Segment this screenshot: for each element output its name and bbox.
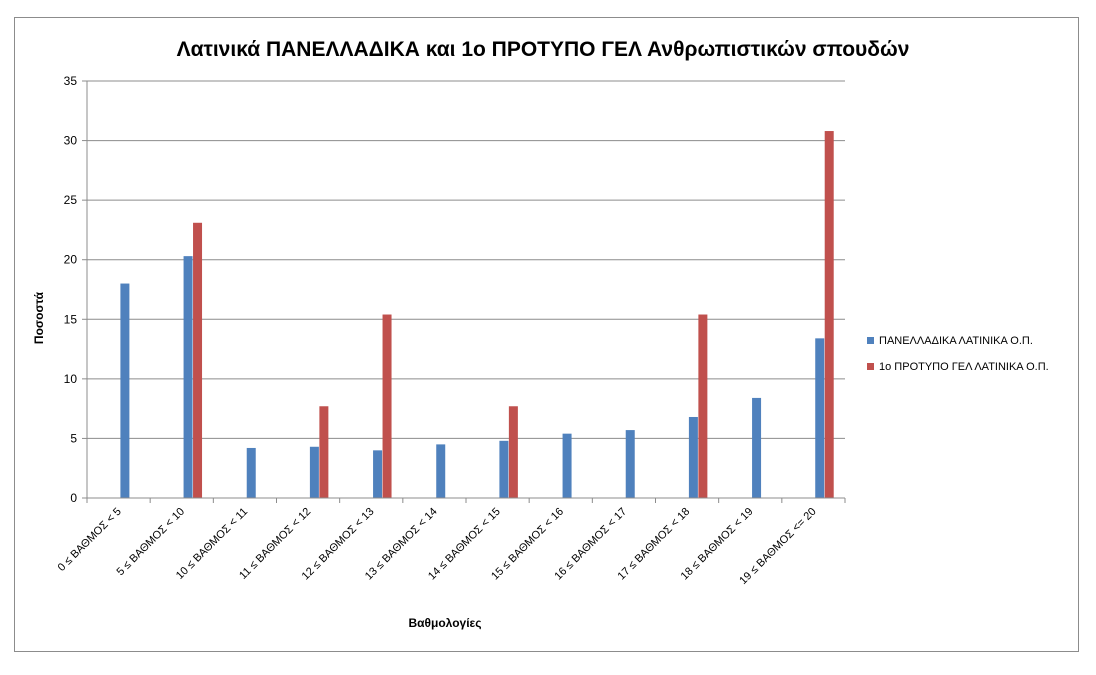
bar-panelladika bbox=[815, 338, 825, 498]
y-tick-label: 20 bbox=[64, 253, 78, 267]
bar-panelladika bbox=[499, 440, 509, 498]
legend-swatch bbox=[867, 363, 874, 370]
y-tick-label: 5 bbox=[70, 431, 77, 445]
x-tick-label: 0 ≤ ΒΑΘΜΟΣ < 5 bbox=[56, 506, 124, 574]
legend-label: 1ο ΠΡΟΤΥΠΟ ΓΕΛ ΛΑΤΙΝΙΚΑ Ο.Π. bbox=[879, 361, 1049, 373]
y-tick-label: 25 bbox=[64, 193, 78, 207]
bar-protypo bbox=[319, 406, 329, 498]
bar-protypo bbox=[508, 406, 518, 498]
x-axis-title: Βαθμολογίες bbox=[408, 616, 481, 630]
bar-panelladika bbox=[625, 430, 635, 498]
bar-panelladika bbox=[183, 256, 193, 498]
y-tick-label: 15 bbox=[64, 312, 78, 326]
chart: Λατινικά ΠΑΝΕΛΛΑΔΙΚΑ και 1ο ΠΡΟΤΥΠΟ ΓΕΛ … bbox=[32, 38, 1049, 630]
bar-panelladika bbox=[688, 416, 698, 498]
legend-swatch bbox=[867, 337, 874, 344]
axes bbox=[82, 80, 846, 503]
y-tick-label: 0 bbox=[70, 491, 77, 505]
y-tick-label: 10 bbox=[64, 372, 78, 386]
bar-panelladika bbox=[436, 444, 446, 498]
y-tick-labels: 0 5 10 15 20 25 30 35 bbox=[64, 74, 78, 505]
bar-panelladika bbox=[309, 446, 319, 498]
legend: ΠΑΝΕΛΛΑΔΙΚΑ ΛΑΤΙΝΙΚΑ Ο.Π. 1ο ΠΡΟΤΥΠΟ ΓΕΛ … bbox=[867, 335, 1049, 373]
y-tick-label: 35 bbox=[64, 74, 78, 88]
y-axis-title: Ποσοστά bbox=[32, 291, 46, 344]
bar-protypo bbox=[698, 314, 708, 498]
bars bbox=[120, 131, 834, 498]
bar-protypo bbox=[824, 131, 834, 498]
bar-panelladika bbox=[373, 450, 383, 498]
bar-panelladika bbox=[120, 283, 130, 498]
chart-title: Λατινικά ΠΑΝΕΛΛΑΔΙΚΑ και 1ο ΠΡΟΤΥΠΟ ΓΕΛ … bbox=[177, 38, 910, 61]
bar-panelladika bbox=[246, 447, 256, 498]
gridlines bbox=[87, 80, 845, 439]
legend-label: ΠΑΝΕΛΛΑΔΙΚΑ ΛΑΤΙΝΙΚΑ Ο.Π. bbox=[879, 335, 1033, 347]
bar-protypo bbox=[193, 222, 203, 498]
bar-panelladika bbox=[562, 433, 572, 498]
bar-panelladika bbox=[752, 397, 762, 498]
chart-frame: Λατινικά ΠΑΝΕΛΛΑΔΙΚΑ και 1ο ΠΡΟΤΥΠΟ ΓΕΛ … bbox=[14, 17, 1079, 652]
y-tick-label: 30 bbox=[64, 134, 78, 148]
bar-protypo bbox=[382, 314, 392, 498]
x-tick-label: 5 ≤ ΒΑΘΜΟΣ < 10 bbox=[115, 506, 188, 579]
